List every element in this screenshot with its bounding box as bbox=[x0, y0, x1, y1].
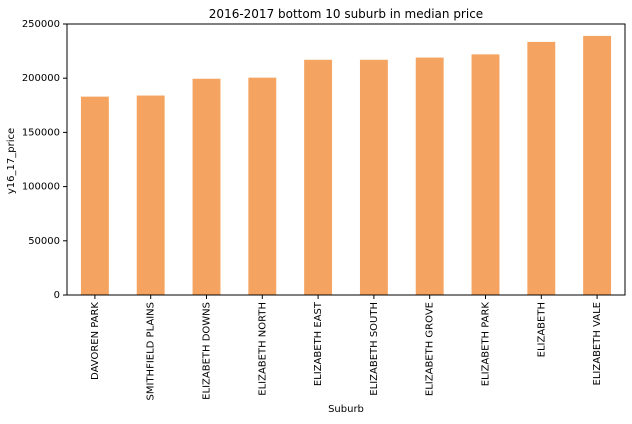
y-tick-label: 250000 bbox=[22, 19, 60, 30]
y-tick-label: 50000 bbox=[28, 236, 60, 247]
x-axis-label: Suburb bbox=[328, 404, 364, 415]
x-tick-label: ELIZABETH EAST bbox=[313, 301, 324, 386]
y-ticks-layer: 0 50000 100000 150000 200000 250000 bbox=[22, 19, 67, 301]
y-tick-label: 150000 bbox=[22, 127, 60, 138]
x-tick-label: ELIZABETH DOWNS bbox=[202, 302, 213, 400]
bars-layer bbox=[80, 35, 612, 296]
bar bbox=[415, 57, 444, 295]
bar bbox=[304, 59, 333, 295]
y-tick-label: 200000 bbox=[22, 73, 60, 84]
bar bbox=[359, 59, 388, 295]
x-tick-label: ELIZABETH GROVE bbox=[425, 302, 436, 396]
x-tick-label: ELIZABETH PARK bbox=[481, 302, 492, 387]
bar bbox=[192, 78, 221, 296]
bar bbox=[527, 41, 556, 295]
bar bbox=[248, 77, 277, 295]
x-tick-label: ELIZABETH NORTH bbox=[257, 302, 268, 396]
x-tick-label: DAVOREN PARK bbox=[90, 302, 101, 380]
x-tick-label: ELIZABETH VALE bbox=[592, 302, 603, 385]
y-axis-label: y16_17_price bbox=[6, 128, 17, 194]
bar bbox=[471, 54, 500, 295]
bar bbox=[80, 96, 109, 295]
y-tick-label: 0 bbox=[54, 290, 60, 301]
plot-frame bbox=[66, 23, 626, 296]
bar bbox=[136, 95, 165, 295]
x-ticks-layer: DAVOREN PARK SMITHFIELD PLAINS ELIZABETH D… bbox=[90, 295, 603, 400]
chart-title: 2016-2017 bottom 10 suburb in median pri… bbox=[209, 7, 483, 21]
x-tick-label: ELIZABETH SOUTH bbox=[369, 302, 380, 396]
x-tick-label: SMITHFIELD PLAINS bbox=[146, 302, 157, 400]
y-tick-label: 100000 bbox=[22, 182, 60, 193]
bar bbox=[583, 35, 612, 296]
x-tick-label: ELIZABETH bbox=[536, 302, 547, 357]
